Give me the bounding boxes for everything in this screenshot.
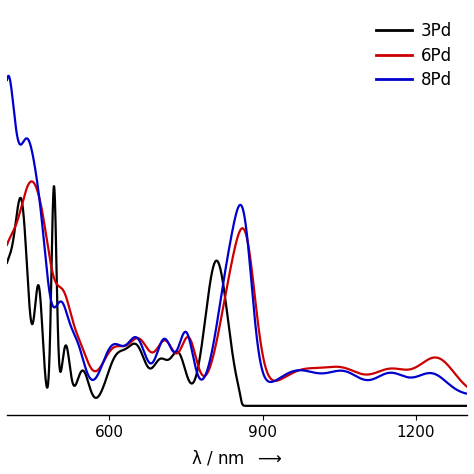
3Pd <box>4 260 10 265</box>
8Pd <box>4 77 10 83</box>
3Pd <box>84 375 90 381</box>
6Pd <box>84 357 90 363</box>
8Pd <box>406 374 411 380</box>
6Pd <box>406 367 411 373</box>
Line: 3Pd: 3Pd <box>7 186 467 406</box>
8Pd <box>6 73 11 79</box>
Line: 8Pd: 8Pd <box>7 76 467 394</box>
8Pd <box>464 391 470 397</box>
3Pd <box>406 403 411 409</box>
6Pd <box>464 384 470 390</box>
X-axis label: λ / nm  $\longrightarrow$: λ / nm $\longrightarrow$ <box>191 448 283 467</box>
Line: 6Pd: 6Pd <box>7 182 467 387</box>
8Pd <box>84 369 90 375</box>
6Pd <box>4 242 10 248</box>
6Pd <box>456 375 461 381</box>
3Pd <box>51 183 57 189</box>
8Pd <box>57 299 63 305</box>
8Pd <box>456 388 461 393</box>
6Pd <box>181 340 186 346</box>
6Pd <box>201 373 206 379</box>
3Pd <box>181 361 186 367</box>
3Pd <box>456 403 461 409</box>
3Pd <box>57 365 63 370</box>
6Pd <box>29 179 35 184</box>
3Pd <box>201 329 206 335</box>
6Pd <box>57 284 63 290</box>
Legend: 3Pd, 6Pd, 8Pd: 3Pd, 6Pd, 8Pd <box>369 15 459 96</box>
8Pd <box>181 330 186 336</box>
8Pd <box>201 375 206 381</box>
3Pd <box>248 403 254 409</box>
3Pd <box>464 403 470 409</box>
